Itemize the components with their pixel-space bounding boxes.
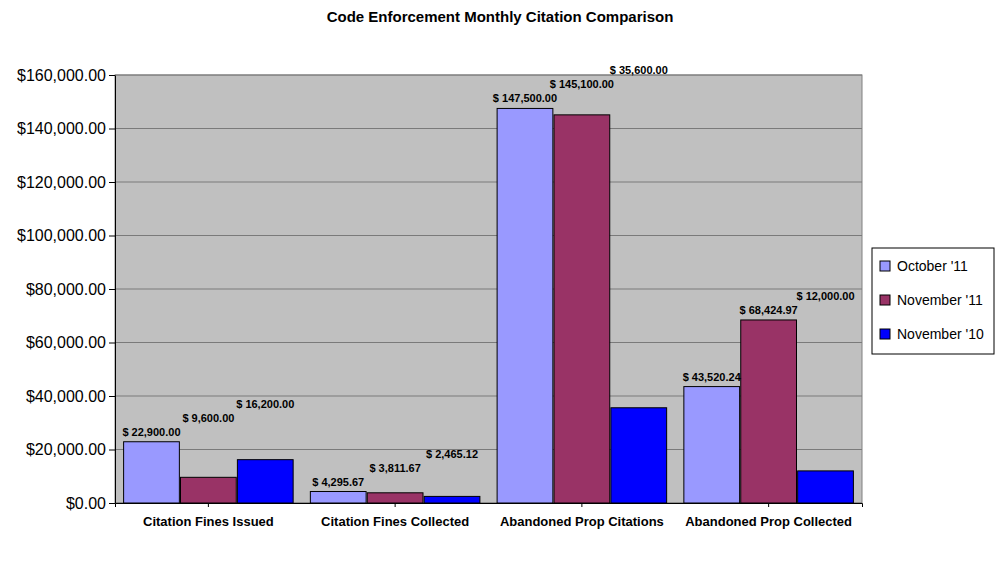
- data-label: $ 2,465.12: [426, 448, 478, 460]
- data-label: $ 3,811.67: [369, 462, 420, 474]
- data-label: $ 145,100.00: [550, 78, 614, 90]
- data-label: $ 9,600.00: [182, 412, 234, 424]
- bar: [497, 108, 553, 503]
- y-tick: $0.00: [66, 495, 115, 512]
- y-tick-mark: [109, 396, 115, 397]
- y-tick: $40,000.00: [26, 388, 115, 405]
- bar: [180, 477, 236, 503]
- bars: [124, 108, 854, 503]
- x-tick-mark: [581, 503, 582, 507]
- legend-box: [872, 248, 994, 354]
- x-tick: Abandoned Prop Citations: [500, 503, 664, 529]
- legend-swatch: [880, 329, 890, 339]
- bar: [798, 471, 854, 503]
- data-label: $ 43,520.24: [683, 371, 742, 383]
- grid: [115, 75, 862, 503]
- y-tick-label: $20,000.00: [26, 441, 106, 458]
- bar: [554, 115, 610, 503]
- data-label: $ 16,200.00: [236, 398, 294, 410]
- legend: October '11 November '11 November '10: [872, 248, 994, 354]
- grid-line: [115, 289, 862, 290]
- y-tick: $140,000.00: [17, 120, 115, 137]
- data-label: $ 68,424.97: [740, 304, 798, 316]
- y-axis-line: [115, 76, 116, 504]
- data-labels: $ 22,900.00$ 9,600.00$ 16,200.00 $ 4,295.…: [122, 64, 854, 487]
- bar: [367, 493, 423, 503]
- bar: [424, 496, 480, 503]
- plot-background: [115, 75, 862, 503]
- y-tick-mark: [109, 236, 115, 237]
- y-tick: $100,000.00: [17, 227, 115, 244]
- y-tick-mark: [109, 343, 115, 344]
- legend-swatch: [880, 295, 890, 305]
- x-axis: Citation Fines Issued Citation Fines Coll…: [116, 503, 863, 529]
- data-label: $ 147,500.00: [493, 92, 557, 104]
- y-tick-label: $80,000.00: [26, 281, 106, 298]
- bar: [741, 320, 797, 503]
- grid-line: [115, 182, 862, 183]
- y-tick-mark: [109, 75, 115, 76]
- x-tick-mark: [208, 503, 209, 507]
- x-tick-label: Abandoned Prop Citations: [500, 514, 664, 529]
- y-tick-label: $100,000.00: [17, 227, 106, 244]
- y-tick-mark: [109, 450, 115, 451]
- y-tick-label: $120,000.00: [17, 174, 106, 191]
- x-tick-mark: [395, 503, 396, 507]
- y-tick-mark: [109, 289, 115, 290]
- page: {"chart_data": { "type": "bar", "title":…: [0, 0, 1000, 566]
- data-label: $ 22,900.00: [122, 426, 180, 438]
- y-tick-mark: [109, 182, 115, 183]
- data-label: $ 12,000.00: [796, 290, 854, 302]
- bar: [124, 442, 180, 503]
- y-tick-mark: [109, 129, 115, 130]
- y-tick: $120,000.00: [17, 174, 115, 191]
- x-tick-mark: [768, 503, 769, 507]
- x-tick: Citation Fines Issued: [143, 503, 274, 529]
- y-tick: $20,000.00: [26, 441, 115, 458]
- y-tick: $80,000.00: [26, 281, 115, 298]
- y-tick-label: $140,000.00: [17, 120, 106, 137]
- grid-line: [115, 235, 862, 236]
- grid-line: [115, 75, 862, 76]
- bar: [684, 387, 740, 503]
- x-tick-label: Citation Fines Collected: [321, 514, 469, 529]
- title: Code Enforcement Monthly Citation Compar…: [327, 8, 674, 25]
- x-axis-line: [116, 504, 863, 508]
- x-tick-label: Abandoned Prop Collected: [685, 514, 852, 529]
- x-tick: Citation Fines Collected: [321, 503, 469, 529]
- y-axis: $0.00 $20,000.00 $40,000.00 $60,000.00 $80,0…: [17, 67, 115, 512]
- x-tick-label: Citation Fines Issued: [143, 514, 274, 529]
- legend-label: November '11: [897, 292, 983, 308]
- data-label: $ 35,600.00: [610, 64, 668, 76]
- legend-swatch: [880, 261, 890, 271]
- legend-label: November '10: [897, 326, 984, 342]
- y-tick: $60,000.00: [26, 334, 115, 351]
- grid-line: [115, 128, 862, 129]
- data-label: $ 4,295.67: [312, 476, 364, 488]
- y-tick-label: $40,000.00: [26, 388, 106, 405]
- bar: [310, 492, 366, 503]
- y-tick-mark: [109, 503, 115, 504]
- y-tick-label: $160,000.00: [17, 67, 106, 84]
- bar: [611, 408, 667, 503]
- bar: [237, 460, 293, 503]
- chart: Code Enforcement Monthly Citation Compar…: [0, 0, 1000, 566]
- y-tick: $160,000.00: [17, 67, 115, 84]
- y-tick-label: $60,000.00: [26, 334, 106, 351]
- x-tick: Abandoned Prop Collected: [685, 503, 852, 529]
- legend-label: October '11: [897, 258, 968, 274]
- y-tick-label: $0.00: [66, 495, 106, 512]
